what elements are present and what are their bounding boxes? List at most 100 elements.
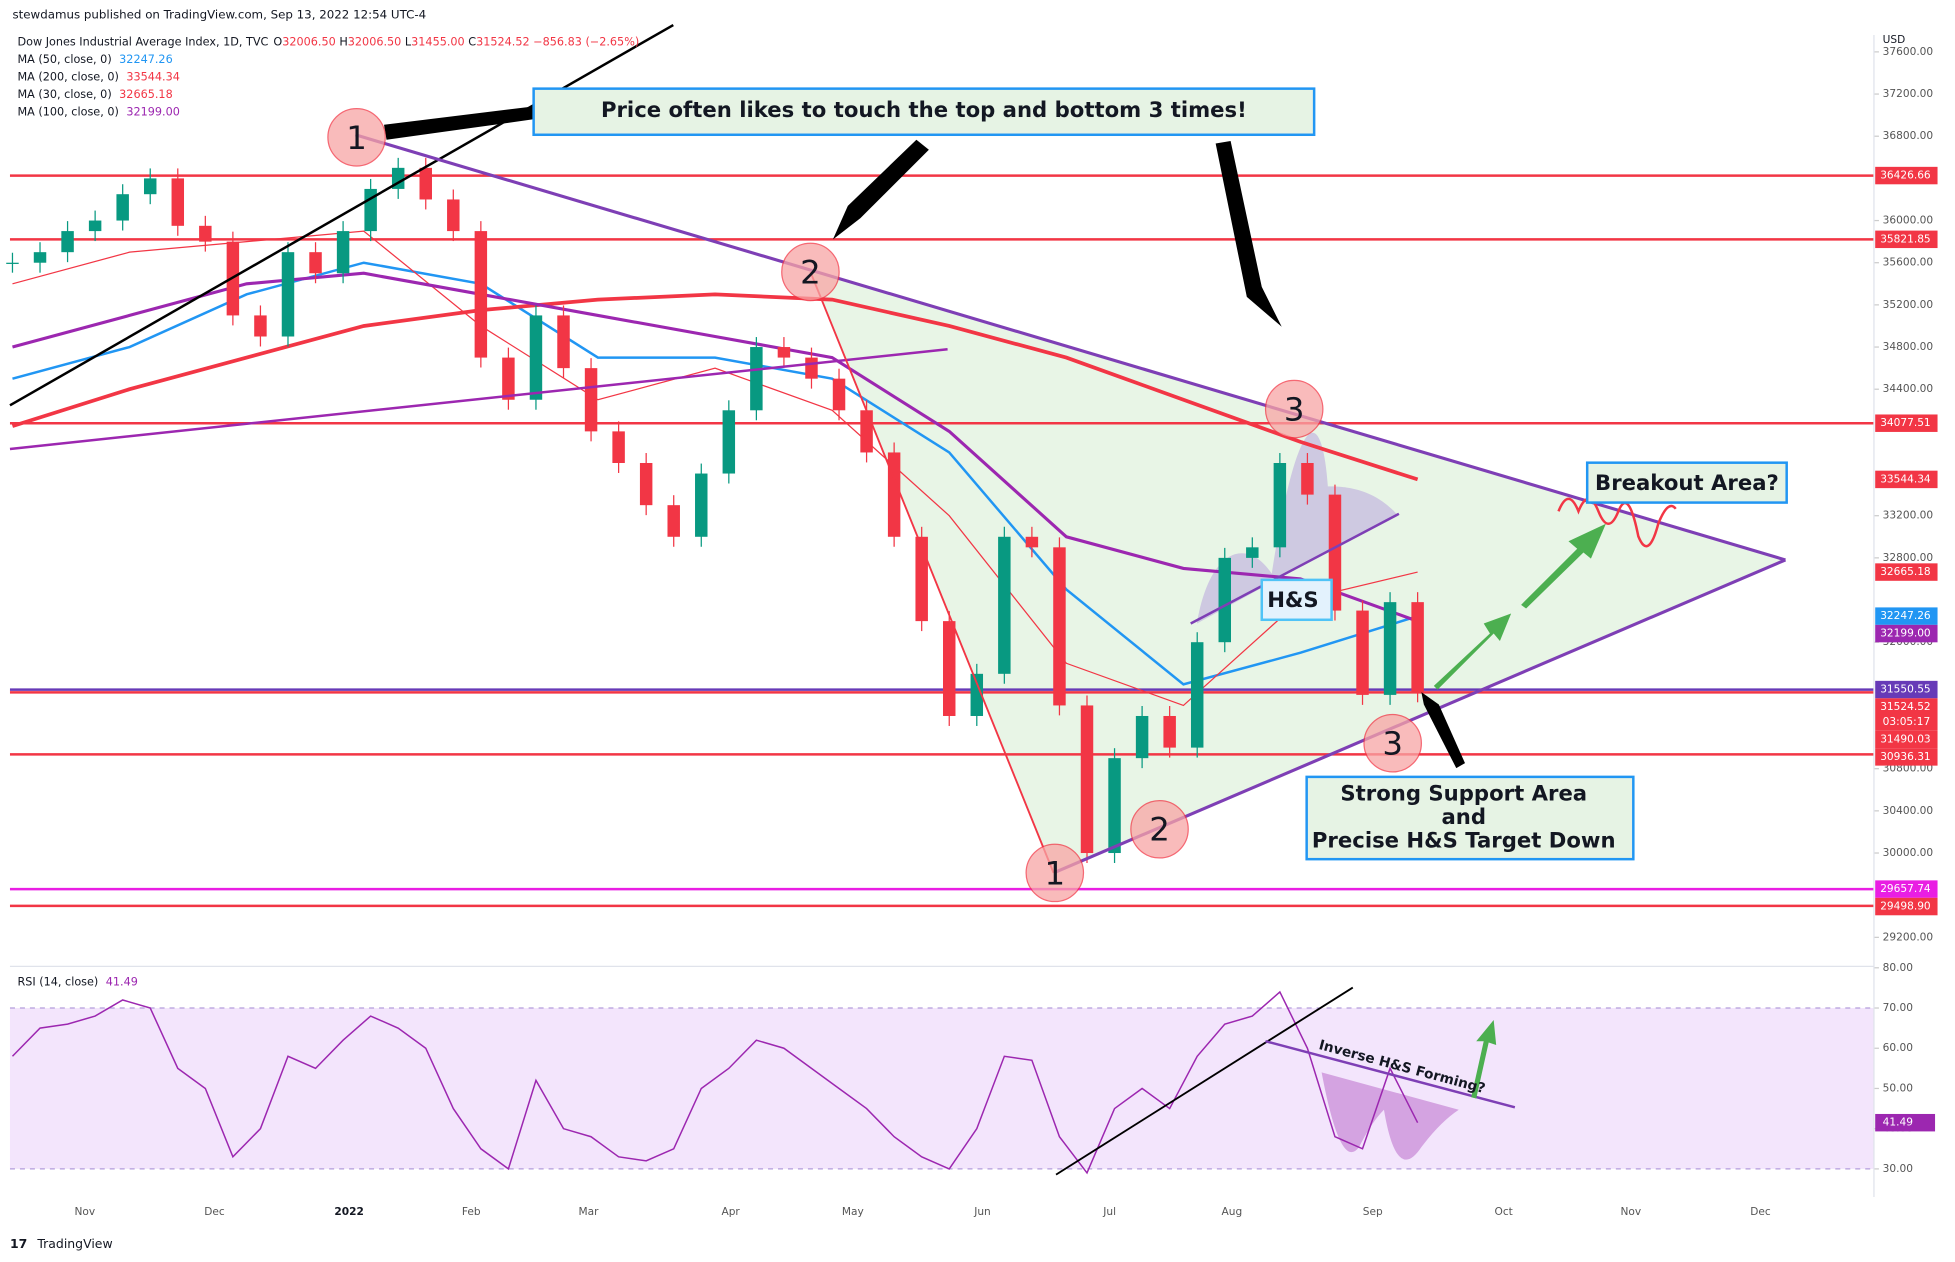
candle	[309, 252, 322, 274]
support-label: and	[1441, 804, 1486, 829]
rsi-band	[9, 1008, 1874, 1169]
candle	[970, 673, 984, 716]
price-label	[1875, 230, 1938, 249]
time-label: Mar	[579, 1206, 600, 1218]
legend-value: 33544.34	[126, 70, 180, 83]
legend-value: 32247.26	[119, 53, 173, 66]
y-tick-label: 50.00	[1883, 1082, 1914, 1094]
time-label: Aug	[1222, 1206, 1243, 1218]
candle	[1411, 602, 1424, 693]
time-label: Nov	[1621, 1206, 1642, 1218]
time-label: Apr	[721, 1206, 740, 1218]
price-label-text: 35821.85	[1880, 233, 1930, 245]
price-label	[1875, 748, 1938, 766]
arrow	[384, 106, 539, 140]
y-tick-label: 29200.00	[1883, 931, 1934, 943]
price-label	[1875, 880, 1938, 898]
touch-marker	[1264, 379, 1324, 439]
neckline	[1190, 512, 1400, 625]
arrow	[1471, 1020, 1497, 1099]
candle	[474, 231, 488, 358]
candle	[336, 231, 350, 274]
candle	[639, 462, 653, 506]
change: −856.83 (−2.65%)	[533, 36, 639, 49]
candle	[832, 378, 846, 411]
candle	[1163, 715, 1176, 748]
candle	[667, 505, 680, 537]
candle	[1080, 705, 1094, 854]
trend-line	[809, 271, 1055, 874]
ohlc-value: 32006.50	[348, 36, 402, 49]
touch-marker-label: 2	[800, 253, 821, 291]
candle	[1273, 462, 1287, 548]
y-tick-label: 36000.00	[1883, 215, 1934, 227]
hs-label: H&S	[1267, 587, 1318, 612]
candle	[6, 262, 19, 264]
price-label-text: 32199.00	[1880, 628, 1931, 640]
y-tick-label: 36800.00	[1883, 130, 1934, 142]
candle	[695, 473, 708, 537]
candle	[116, 194, 129, 221]
time-label: Jun	[973, 1206, 991, 1218]
candle	[281, 252, 295, 337]
legend-value: 32199.00	[126, 105, 180, 118]
price-label-text: 32247.26	[1880, 610, 1931, 622]
candle	[557, 315, 570, 369]
callout-box	[1585, 461, 1788, 504]
arrow	[1215, 141, 1282, 327]
rsi-line	[11, 990, 1419, 1175]
y-tick-label: 35200.00	[1883, 299, 1934, 311]
price-label-text: 29498.90	[1880, 901, 1931, 913]
y-tick-label: 30.00	[1883, 1163, 1914, 1175]
currency: USD	[1883, 34, 1906, 46]
time-label: Feb	[462, 1206, 481, 1218]
candle	[943, 621, 956, 716]
touch-marker-label: 3	[1284, 391, 1305, 429]
callout-box	[532, 87, 1316, 137]
candle	[887, 452, 901, 537]
candle	[915, 536, 928, 622]
support-label: Strong Support Area	[1340, 780, 1587, 805]
price-label	[1875, 166, 1938, 185]
time-label: Jul	[1102, 1206, 1116, 1218]
y-tick-label: 70.00	[1883, 1002, 1914, 1014]
price-label-text: 34077.51	[1880, 417, 1930, 429]
time-label: Dec	[204, 1206, 225, 1218]
arrow	[1521, 523, 1606, 609]
candle	[612, 431, 625, 463]
countdown: 03:05:17	[1883, 716, 1931, 728]
trend-line	[354, 133, 1786, 562]
touch-marker-label: 1	[1044, 854, 1065, 892]
y-tick-label: 80.00	[1883, 962, 1914, 974]
ohlc-key: O	[273, 36, 282, 49]
candle	[1053, 547, 1066, 706]
moving-average	[12, 271, 1419, 623]
moving-average	[11, 292, 1419, 482]
y-tick-label: 37200.00	[1883, 88, 1934, 100]
trend-line	[9, 347, 948, 451]
ohlc-key: C	[468, 36, 476, 49]
squiggle	[1557, 497, 1677, 548]
time-label: Nov	[74, 1206, 95, 1218]
price-label	[1875, 624, 1938, 643]
legend-name: RSI (14, close)	[17, 976, 98, 989]
touch-marker-label: 3	[1382, 725, 1403, 763]
candle	[1135, 715, 1149, 759]
hs-shape	[1196, 432, 1397, 624]
series-layer: 37600.00 37200.00 36800.00 36000.00 35600.00…	[6, 46, 1933, 1175]
price-label-text: 41.49	[1883, 1117, 1913, 1129]
candle	[1246, 547, 1259, 558]
legend-name: MA (100, close, 0)	[17, 105, 118, 118]
headline: Price often likes to touch the top and b…	[601, 97, 1247, 122]
candle	[722, 410, 736, 474]
candle	[1190, 642, 1204, 748]
touch-marker-label: 1	[346, 119, 367, 157]
candle	[1025, 536, 1039, 548]
candle	[143, 178, 157, 195]
moving-average	[12, 230, 1418, 707]
touch-marker	[327, 107, 386, 167]
y-tick-label: 35600.00	[1883, 257, 1934, 269]
ohlc-value: 32006.50	[282, 36, 336, 49]
candle	[1108, 758, 1121, 854]
